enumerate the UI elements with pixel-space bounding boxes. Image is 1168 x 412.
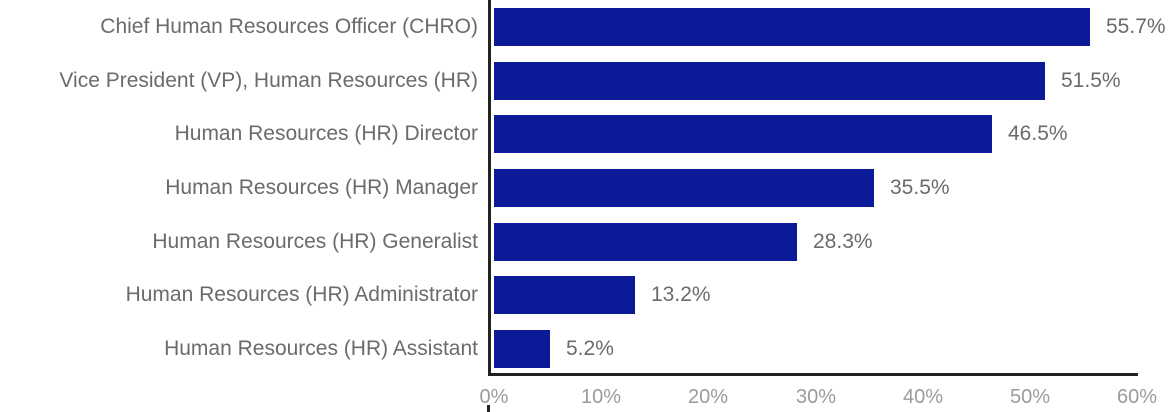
value-label: 55.7% [1106, 15, 1166, 38]
x-tick-label: 50% [1009, 386, 1051, 408]
x-tick-label: 10% [580, 386, 622, 408]
x-tick-label: 30% [795, 386, 837, 408]
value-label: 5.2% [566, 337, 614, 360]
bar [494, 8, 1090, 46]
category-label: Human Resources (HR) Administrator [125, 283, 478, 306]
category-label: Chief Human Resources Officer (CHRO) [100, 15, 478, 38]
bar [494, 169, 874, 207]
bar [494, 223, 797, 261]
category-label: Human Resources (HR) Generalist [152, 230, 478, 253]
category-label: Vice President (VP), Human Resources (HR… [59, 69, 478, 92]
origin-tick [487, 405, 490, 412]
y-axis-line [488, 0, 491, 376]
value-label: 28.3% [813, 230, 873, 253]
bar [494, 62, 1045, 100]
category-label: Human Resources (HR) Director [174, 122, 478, 145]
value-label: 51.5% [1061, 69, 1121, 92]
x-axis-line [488, 373, 1138, 376]
x-tick-label: 20% [687, 386, 729, 408]
category-label: Human Resources (HR) Manager [165, 176, 478, 199]
value-label: 13.2% [651, 283, 711, 306]
x-tick-label: 60% [1116, 386, 1158, 408]
value-label: 35.5% [890, 176, 950, 199]
bar [494, 330, 550, 368]
value-label: 46.5% [1008, 122, 1068, 145]
category-label: Human Resources (HR) Assistant [164, 337, 478, 360]
bar [494, 276, 635, 314]
x-tick-label: 0% [479, 386, 509, 408]
bar [494, 115, 992, 153]
x-tick-label: 40% [902, 386, 944, 408]
